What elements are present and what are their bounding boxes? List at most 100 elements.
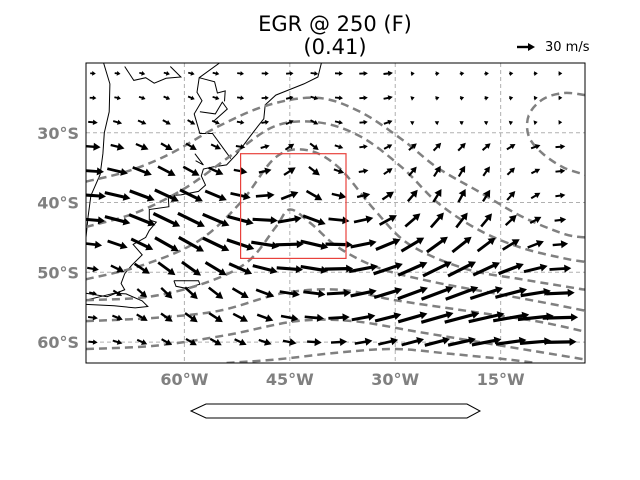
wind-vector (457, 189, 466, 203)
wind-vector (136, 338, 148, 345)
wind-vectors (86, 70, 579, 347)
wind-vector (455, 212, 468, 229)
coastline (193, 63, 232, 159)
wind-vector (154, 188, 179, 202)
wind-vector (132, 166, 152, 177)
contour-line (86, 208, 585, 312)
wind-vector (457, 165, 466, 178)
coastline (194, 153, 204, 166)
wind-vector (204, 189, 227, 202)
wind-vector (104, 215, 131, 226)
wind-vector (232, 312, 248, 322)
axis-tick-labels: 30°S 40°S 50°S 60°S 60°W 45°W 30°W 15°W (37, 124, 525, 389)
lat-tick-label: 50°S (37, 263, 79, 282)
wind-vector (208, 286, 224, 299)
wind-vector (208, 166, 224, 176)
wind-vector (88, 339, 98, 345)
wind-vector (236, 119, 245, 125)
wind-vector (383, 168, 393, 176)
wind-vector (86, 167, 104, 176)
wind-vector (459, 71, 465, 76)
wind-vector (161, 338, 172, 345)
wind-vector (435, 71, 440, 77)
wind-vector (204, 261, 227, 276)
wind-vector (468, 311, 505, 324)
wind-vector (251, 240, 280, 250)
wind-vector (476, 237, 496, 253)
wind-vector (310, 119, 319, 125)
wind-vector (434, 121, 440, 126)
wind-vector (86, 240, 103, 249)
wind-vector (546, 288, 575, 297)
wind-vector (162, 119, 171, 125)
wind-vector (277, 215, 302, 224)
wind-vector (212, 95, 220, 101)
wind-vector (506, 191, 516, 201)
wind-vector (258, 338, 272, 346)
wind-vector (135, 142, 149, 151)
wind-vector (160, 142, 173, 150)
wind-vector (130, 237, 154, 251)
wind-vector (383, 144, 393, 150)
wind-vector (425, 236, 448, 254)
wind-vector (447, 261, 476, 278)
lon-tick-label: 60°W (160, 370, 208, 389)
wind-vector (433, 165, 441, 177)
wind-vector (235, 144, 246, 150)
wind-vector (334, 71, 343, 76)
wind-vector (459, 96, 465, 101)
wind-vector (325, 240, 353, 249)
wind-vector (260, 144, 270, 150)
wind-vector (353, 215, 374, 224)
wind-vector (334, 120, 343, 125)
wind-vector (112, 119, 123, 125)
wind-vector (326, 289, 352, 297)
coastline (86, 63, 111, 238)
wind-vector (234, 338, 247, 346)
wind-vector (459, 121, 464, 126)
analysis-box (240, 153, 347, 259)
wind-vector (89, 290, 97, 296)
wind-vector (300, 239, 329, 250)
wind-vector (138, 95, 146, 101)
wind-vector (397, 286, 428, 301)
wind-vector (202, 236, 230, 252)
wind-vector (210, 143, 221, 150)
contour-line (86, 148, 585, 291)
wind-vector (305, 189, 323, 201)
wind-vector (378, 215, 397, 226)
wind-vector (558, 71, 563, 76)
wind-vector (133, 262, 150, 274)
wind-vector (187, 119, 196, 125)
wind-vector (542, 313, 579, 322)
wind-vector (555, 144, 566, 150)
wind-vector (554, 216, 567, 224)
wind-vector (484, 71, 489, 76)
wind-vector (178, 235, 204, 252)
wind-vector (381, 191, 394, 201)
wind-vector (212, 71, 220, 76)
wind-vector (107, 239, 128, 250)
wind-vector (354, 337, 373, 346)
wind-vector (509, 71, 514, 76)
wind-vector (432, 189, 442, 203)
wind-vector (444, 311, 480, 324)
wind-vector (350, 239, 377, 249)
wind-vector (112, 314, 123, 321)
wind-vector (383, 95, 393, 101)
wind-vector (154, 236, 179, 252)
wind-vector (112, 289, 122, 296)
wind-vector (359, 71, 368, 76)
wind-vector (182, 165, 200, 176)
wind-vector (163, 71, 170, 76)
wind-vector (87, 265, 99, 273)
wind-vector (331, 191, 347, 200)
wind-vector (128, 213, 156, 227)
wind-vector (558, 120, 563, 125)
wind-vector (258, 167, 272, 175)
wind-vector (184, 312, 198, 323)
wind-vector (308, 166, 320, 176)
wind-vector (351, 312, 376, 322)
wind-vector (104, 191, 131, 201)
